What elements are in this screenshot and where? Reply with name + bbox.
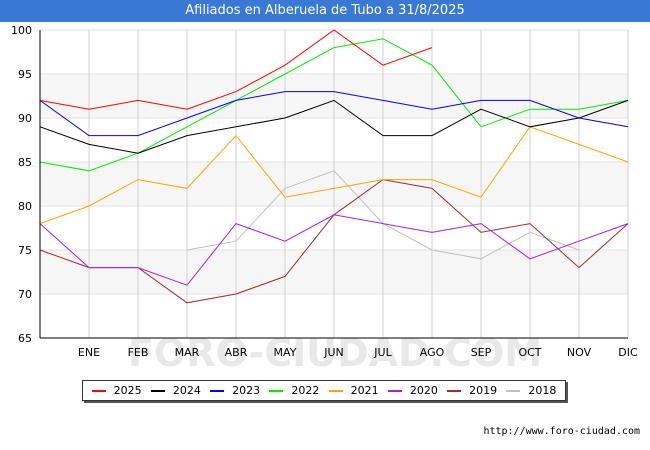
y-tick-label: 75 [18, 244, 32, 257]
x-tick-label: OCT [518, 346, 541, 359]
legend-swatch [210, 389, 225, 392]
legend-item-2018: 2018 [506, 384, 556, 397]
x-tick-label: ENE [78, 346, 100, 359]
axes [39, 30, 628, 339]
legend-swatch [506, 389, 521, 392]
legend-label: 2019 [469, 384, 498, 397]
legend-label: 2022 [291, 384, 320, 397]
legend-item-2024: 2024 [150, 384, 201, 397]
y-tick-label: 65 [18, 332, 32, 345]
x-tick-label: JUL [373, 346, 392, 359]
x-tick-label: MAY [274, 346, 297, 359]
x-tick-label: ABR [225, 346, 248, 359]
legend-label: 2021 [350, 384, 379, 397]
series-line-2023 [39, 91, 629, 137]
x-tick-label: DIC [618, 346, 638, 359]
legend-label: 2025 [113, 384, 142, 397]
y-tick-label: 100 [11, 24, 32, 37]
legend-item-2023: 2023 [210, 384, 260, 397]
legend-swatch [150, 389, 165, 392]
legend-swatch [387, 389, 402, 392]
series-line-2020 [39, 214, 629, 286]
x-tick-label: NOV [567, 346, 592, 359]
source-link[interactable]: http://www.foro-ciudad.com [483, 426, 640, 437]
legend-swatch [447, 389, 462, 392]
y-tick-label: 80 [18, 200, 32, 213]
legend-swatch [269, 389, 284, 392]
legend-label: 2020 [409, 384, 438, 397]
series-line-2025 [39, 29, 433, 110]
x-tick-label: AGO [420, 346, 445, 359]
x-tick-label: SEP [471, 346, 492, 359]
series-line-2024 [39, 99, 629, 154]
y-tick-labels: 65 70 75 80 85 90 95 100 [11, 24, 32, 345]
legend-item-2025: 2025 [91, 384, 142, 397]
series-lines [39, 29, 629, 304]
chart-title: Afiliados en Alberuela de Tubo a 31/8/20… [0, 0, 650, 22]
legend-label: 2024 [172, 384, 201, 397]
legend-label: 2023 [232, 384, 261, 397]
legend-label: 2018 [528, 384, 557, 397]
legend-item-2020: 2020 [387, 384, 438, 397]
legend-item-2022: 2022 [269, 384, 319, 397]
y-tick-label: 95 [18, 68, 32, 81]
x-tick-label: FEB [128, 346, 149, 359]
y-tick-label: 90 [18, 112, 32, 125]
legend: 2025 2024 2023 2022 2021 2020 2019 2018 [82, 380, 566, 401]
y-tick-label: 85 [18, 156, 32, 169]
legend-item-2019: 2019 [447, 384, 497, 397]
x-tick-label: MAR [175, 346, 200, 359]
legend-item-2021: 2021 [328, 384, 379, 397]
legend-swatch [91, 389, 106, 392]
legend-swatch [328, 389, 343, 392]
x-tick-label: JUN [323, 346, 344, 359]
x-tick-labels: ENE FEB MAR ABR MAY JUN JUL AGO SEP OCT NOV DIC [78, 346, 638, 359]
y-tick-label: 70 [18, 288, 32, 301]
